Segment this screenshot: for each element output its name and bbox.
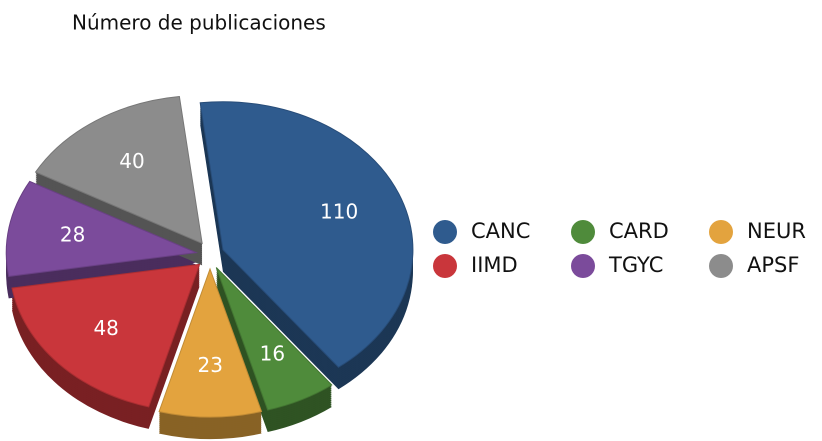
- legend-label: CARD: [609, 219, 669, 243]
- slice: [11, 263, 201, 408]
- legend-swatch: [433, 220, 457, 244]
- data-label: 110: [320, 199, 358, 223]
- legend-swatch: [571, 254, 595, 278]
- legend-swatch: [709, 254, 733, 278]
- legend-label: IIMD: [471, 253, 518, 277]
- slice: [34, 95, 203, 245]
- data-label: 48: [93, 316, 118, 340]
- legend-swatch: [709, 220, 733, 244]
- legend-label: CANC: [471, 219, 530, 243]
- legend-label: TGYC: [608, 253, 663, 277]
- data-label: 16: [260, 341, 285, 365]
- legend-label: NEUR: [747, 219, 806, 243]
- legend-swatch: [433, 254, 457, 278]
- slice: [158, 267, 263, 418]
- chart-title: Número de publicaciones: [72, 11, 326, 35]
- legend-label: APSF: [747, 253, 799, 277]
- slice: [215, 267, 333, 411]
- data-label: 23: [197, 353, 222, 377]
- slice: [199, 101, 414, 368]
- data-label: 40: [119, 149, 144, 173]
- legend-swatch: [571, 220, 595, 244]
- slice: [5, 180, 199, 277]
- data-label: 28: [60, 223, 85, 247]
